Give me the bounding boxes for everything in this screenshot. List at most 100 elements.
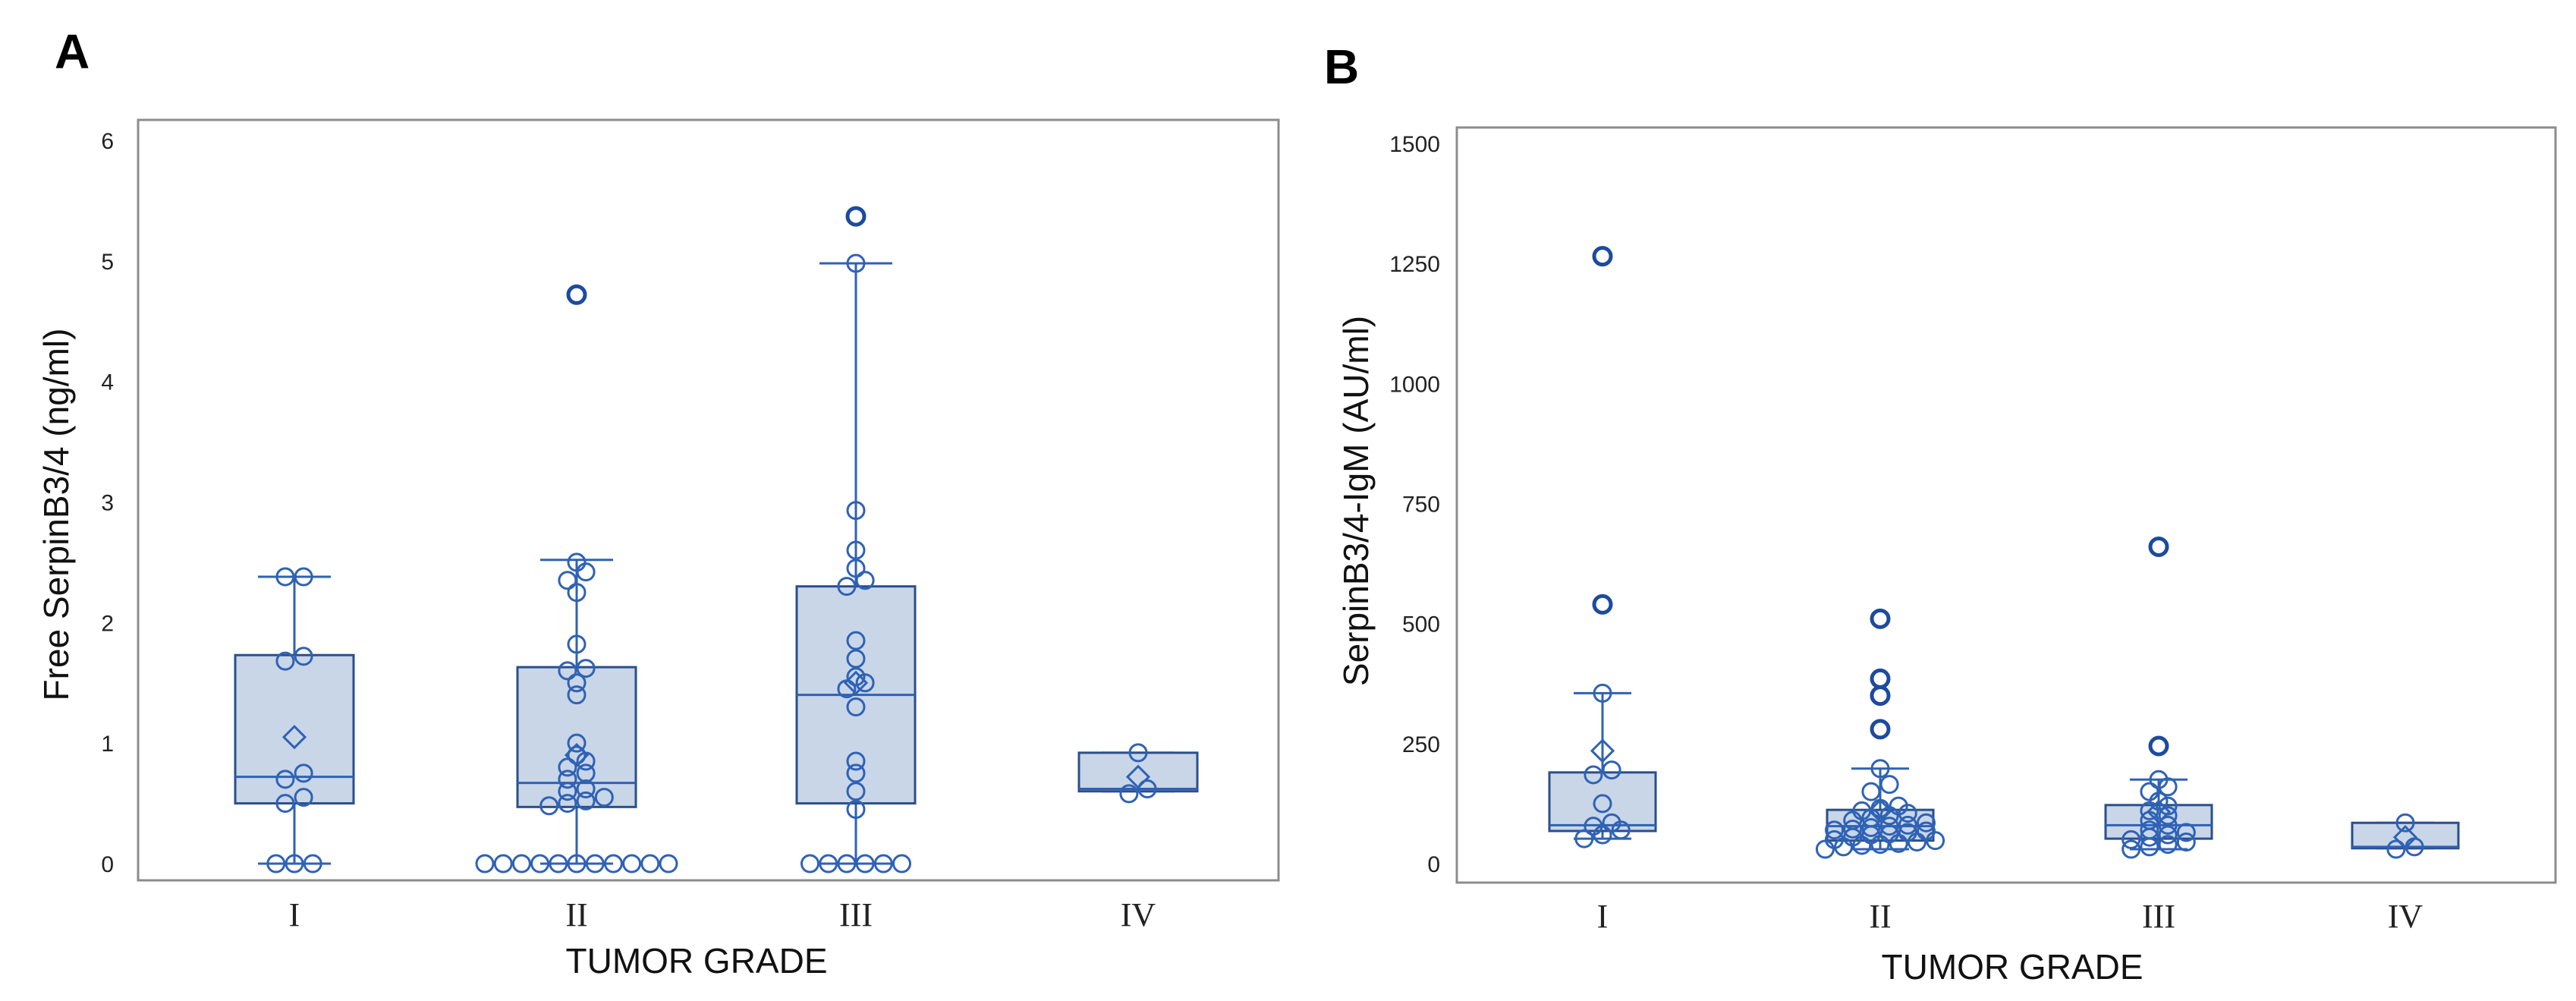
data-point xyxy=(1584,765,1603,785)
data-point xyxy=(275,770,295,789)
panel-a-boxes xyxy=(234,206,1199,874)
data-point xyxy=(846,501,866,521)
data-point xyxy=(1593,794,1612,814)
x-category-label: IV xyxy=(1121,896,1156,933)
outlier-point xyxy=(1870,608,1891,629)
data-point xyxy=(1917,821,1936,841)
y-tick-label: 4 xyxy=(101,370,114,395)
panel-b-y-axis-title: SerpinB3/4-IgM (AU/ml) xyxy=(1336,316,1376,686)
data-point xyxy=(2140,782,2159,801)
data-point xyxy=(567,733,587,753)
data-point xyxy=(558,794,577,814)
data-point xyxy=(1889,796,1908,816)
data-point xyxy=(846,253,866,273)
data-point xyxy=(558,661,577,681)
x-category-label: II xyxy=(1869,898,1891,935)
box-group-II xyxy=(475,284,678,874)
data-point xyxy=(846,763,866,783)
panel-b-letter: B xyxy=(1324,39,1359,94)
data-point xyxy=(567,745,587,765)
data-point xyxy=(294,763,313,783)
data-point xyxy=(1898,823,1917,842)
data-point xyxy=(275,567,295,587)
mean-marker xyxy=(1867,798,1893,823)
mean-marker xyxy=(1125,764,1151,789)
data-point xyxy=(2176,833,2196,852)
outlier-point xyxy=(1592,246,1613,267)
x-category-label: I xyxy=(289,896,300,933)
data-point xyxy=(567,685,587,705)
data-point xyxy=(2158,806,2178,826)
iqr-box xyxy=(1077,751,1199,793)
data-point xyxy=(603,854,623,874)
y-tick-label: 1250 xyxy=(1389,252,1440,277)
y-tick-label: 2 xyxy=(101,611,114,636)
data-point xyxy=(2158,825,2178,845)
data-point xyxy=(1128,743,1148,763)
panel-b-boxes xyxy=(1548,246,2460,859)
panel-a-plot-frame xyxy=(137,118,1280,882)
box-group-I xyxy=(234,567,355,874)
box-group-I xyxy=(1548,246,1657,848)
data-point xyxy=(1879,775,1899,795)
panel-b-y-ticks: 0 250 500 750 1000 1250 1500 xyxy=(1389,132,1440,877)
y-tick-label: 6 xyxy=(101,129,114,154)
data-point xyxy=(1898,815,1917,835)
data-point xyxy=(2395,813,2415,833)
panel-b-plot-frame xyxy=(1455,126,2557,884)
data-point xyxy=(567,854,587,874)
data-point xyxy=(294,567,313,587)
data-point xyxy=(1815,839,1835,859)
data-point xyxy=(294,788,313,807)
y-tick-label: 1 xyxy=(101,732,114,757)
data-point xyxy=(576,659,596,678)
data-point xyxy=(846,697,866,717)
outlier-point xyxy=(566,284,587,305)
data-point xyxy=(837,577,857,597)
y-tick-label: 1000 xyxy=(1389,372,1440,397)
data-point xyxy=(892,854,911,874)
data-point xyxy=(594,788,614,807)
data-point xyxy=(567,673,587,693)
outlier-point xyxy=(1870,685,1891,707)
y-tick-label: 0 xyxy=(101,852,114,877)
box-group-IV xyxy=(2351,813,2460,859)
data-point xyxy=(1861,818,1881,838)
data-point xyxy=(275,651,295,671)
data-point xyxy=(567,634,587,654)
data-point xyxy=(2176,823,2196,842)
outlier-point xyxy=(1870,719,1891,740)
data-point xyxy=(493,854,513,874)
data-point xyxy=(294,647,313,666)
panel-b-category-labels: I II III IV xyxy=(1597,898,2423,935)
data-point xyxy=(2122,839,2141,859)
outlier-point xyxy=(1592,593,1613,615)
data-point xyxy=(585,854,605,874)
data-point xyxy=(1574,829,1594,848)
data-point xyxy=(549,854,568,874)
iqr-box xyxy=(516,666,637,808)
y-tick-label: 750 xyxy=(1402,493,1440,518)
y-tick-label: 5 xyxy=(101,250,114,275)
data-point xyxy=(567,583,587,603)
data-point xyxy=(475,854,495,874)
data-point xyxy=(1137,779,1157,799)
panel-b-x-axis-title: TUMOR GRADE xyxy=(1882,947,2144,987)
mean-marker xyxy=(282,725,307,750)
x-category-label: IV xyxy=(2388,898,2423,935)
box-group-IV xyxy=(1077,743,1199,804)
data-point xyxy=(2140,820,2159,840)
data-point xyxy=(1843,819,1863,839)
data-point xyxy=(659,854,678,874)
y-tick-label: 500 xyxy=(1402,612,1440,637)
outlier-point xyxy=(2148,536,2169,557)
data-point xyxy=(558,757,577,777)
data-point xyxy=(303,854,322,874)
data-point xyxy=(846,782,866,801)
data-point xyxy=(558,770,577,789)
data-point xyxy=(1602,813,1621,833)
y-tick-label: 0 xyxy=(1427,852,1440,877)
data-point xyxy=(576,562,596,582)
